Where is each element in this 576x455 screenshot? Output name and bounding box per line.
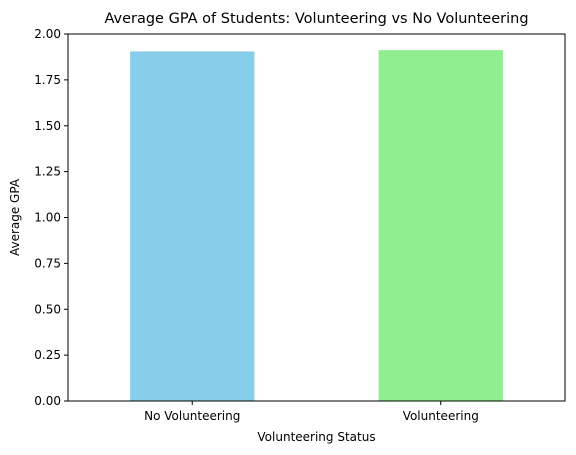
y-axis-ticks: 0.00 0.25 0.50 0.75 1.00 1.25 1.50 1.75 2.00	[34, 27, 68, 408]
bar-no-volunteering	[130, 51, 255, 402]
plot-frame	[67, 33, 566, 402]
y-tick-label: 0.50	[34, 302, 61, 316]
y-tick-label: 0.25	[34, 348, 61, 362]
y-axis-label: Average GPA	[8, 178, 22, 256]
y-tick-label: 0.00	[34, 394, 61, 408]
x-tick-label: No Volunteering	[144, 409, 240, 423]
bars-group	[130, 50, 503, 402]
y-tick-label: 1.00	[34, 211, 61, 225]
x-tick-label: Volunteering	[403, 409, 479, 423]
x-axis-label: Volunteering Status	[257, 430, 375, 444]
chart-title: Average GPA of Students: Volunteering vs…	[104, 11, 528, 27]
y-tick-label: 1.25	[34, 165, 61, 179]
bar-volunteering	[378, 50, 503, 402]
y-tick-label: 2.00	[34, 27, 61, 41]
x-axis-ticks: No Volunteering Volunteering	[144, 401, 479, 423]
y-tick-label: 0.75	[34, 256, 61, 270]
y-tick-label: 1.50	[34, 119, 61, 133]
y-tick-label: 1.75	[34, 73, 61, 87]
